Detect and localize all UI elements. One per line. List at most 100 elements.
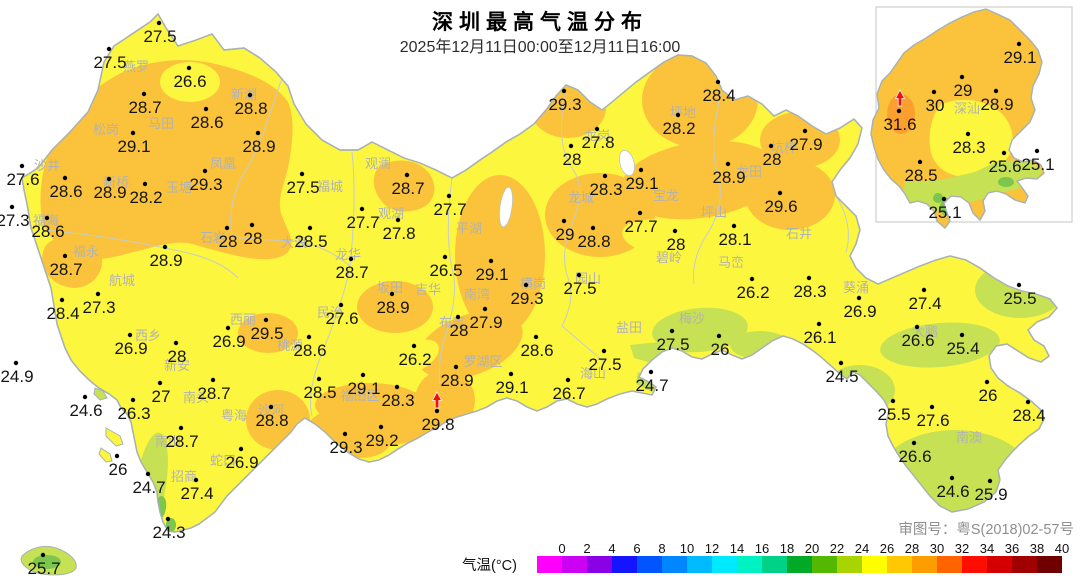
station-temp-label: 26.1 [803,328,836,347]
station-temp-label: 29.3 [329,438,362,457]
station-temp-label: 24.5 [825,367,858,386]
station-dot [453,364,459,370]
station-temp-label: 29.1 [495,378,528,397]
station-dot [442,254,448,260]
station-temp-label: 28.9 [376,298,409,317]
district-name-label: 凤凰 [210,156,236,171]
station-dot [561,88,567,94]
station-dot [145,471,151,477]
station-temp-label: 27.8 [581,133,614,152]
station-dot [715,79,721,85]
station-temp-label: 28.7 [49,260,82,279]
station-dot [268,404,274,410]
legend-tick-label: 14 [729,541,745,556]
station-temp-label: 27.5 [286,178,319,197]
station-dot [114,453,120,459]
station-dot [203,106,209,112]
station-temp-label: 29.3 [510,289,543,308]
station-temp-label: 28.7 [197,384,230,403]
district-name-label: 大浪 [281,235,307,250]
district-name-label: 福田区 [340,388,379,403]
legend-tick-label: 40 [1054,541,1070,556]
station-dot [669,328,675,334]
station-dot [165,516,171,522]
station-dot [802,128,808,134]
station-temp-label: 29.3 [548,95,581,114]
district-name-label: 燕罗 [123,59,149,74]
station-temp-label: 27.4 [908,294,941,313]
station-dot [446,193,452,199]
station-dot [716,333,722,339]
station-dot [601,348,607,354]
district-name-label: 坑梓 [771,140,797,155]
district-name-label: 玉塘 [166,180,192,195]
station-dot [768,143,774,149]
inset-map [870,6,1073,229]
station-temp-label: 24.3 [152,523,185,542]
district-name-label: 石岩 [200,230,226,245]
station-temp-label: 28.8 [234,99,267,118]
station-dot [130,130,136,136]
station-dot [19,163,25,169]
station-temp-label: 27.5 [656,335,689,354]
record-high-arrow-icon [894,89,906,107]
station-temp-label: 28 [168,347,187,366]
station-temp-label: 27.5 [588,355,621,374]
mild-26-28-cutout [160,62,694,375]
legend-color-cell: 4 [587,541,616,573]
station-temp-label: 28.4 [1012,406,1045,425]
district-name-label: 平湖 [456,221,482,236]
station-temp-label: 25.9 [974,485,1007,504]
station-dot [360,372,366,378]
district-name-label: 福城 [317,179,343,194]
station-dot [249,222,255,228]
legend-tick-label: 36 [1004,541,1020,556]
station-dot [62,253,68,259]
station-temp-label: 29.1 [347,379,380,398]
station-temp-label: 29.2 [365,431,398,450]
station-dot [338,302,344,308]
station-dot [455,314,461,320]
station-temp-label: 26.9 [843,302,876,321]
station-temp-label: 29.6 [764,197,797,216]
district-name-label: 罗湖区 [463,354,502,369]
station-temp-label: 28 [450,321,469,340]
temperature-legend: 气温(°C) 0 2 4 6 8 10 12 14 16 18 20 22 24 26 28 30 32 34 36… [0,541,1080,576]
station-temp-label: 28.6 [520,341,553,360]
station-dot [508,371,514,377]
legend-tick-label: 30 [929,541,945,556]
station-temp-label: 28.9 [242,137,275,156]
station-dot [348,256,354,262]
station-temp-label: 28.9 [440,371,473,390]
legend-color-cell: 34 [962,541,994,573]
station-temp-label: 29.1 [117,137,150,156]
district-name-label: 松岗 [93,122,119,137]
station-dot [316,376,322,382]
legend-tick-label: 6 [633,541,641,556]
station-dot [896,108,902,114]
station-dot [672,228,678,234]
station-dot [404,172,410,178]
legend-tick-label: 26 [879,541,895,556]
station-dot [987,478,993,484]
station-temp-label: 24.7 [132,478,165,497]
district-name-label: 碧岭 [656,250,682,265]
legend-color-cell: 26 [862,541,894,573]
station-dot [749,276,755,282]
station-temp-label: 28.4 [702,86,735,105]
district-name-label: 葵涌 [843,280,869,295]
district-name-label: 航城 [109,273,135,288]
station-dot [238,446,244,452]
station-dot [1001,150,1007,156]
district-name-label: 蛇口 [210,453,236,468]
station-temp-label: 26.9 [114,339,147,358]
legend-color-cell: 20 [787,541,819,573]
map-approval-number: 审图号：粤S(2018)02-57号 [898,522,1074,538]
legend-color-cell: 0 [537,541,566,573]
district-name-label: 龙岗 [584,128,610,143]
station-dot [568,143,574,149]
station-temp-label: 29 [556,225,575,244]
legend-color-cell: 22 [812,541,844,573]
district-name-label: 海山 [580,366,606,381]
